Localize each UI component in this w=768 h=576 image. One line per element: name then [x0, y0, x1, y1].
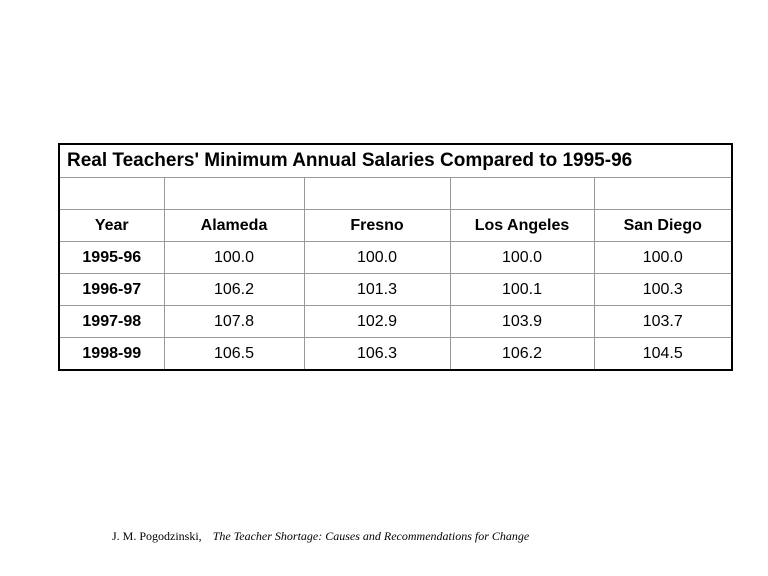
table-cell: 106.3: [303, 337, 451, 371]
table-cell: 106.5: [163, 337, 305, 371]
salary-index-table: Real Teachers' Minimum Annual Salaries C…: [58, 143, 733, 371]
spacer-cell: [163, 177, 305, 210]
table-cell: 100.0: [449, 241, 595, 274]
table-cell: 106.2: [449, 337, 595, 371]
spacer-cell: [303, 177, 451, 210]
spacer-cell: [58, 177, 165, 210]
table-cell: 104.5: [593, 337, 733, 371]
table-title-row: Real Teachers' Minimum Annual Salaries C…: [58, 143, 733, 178]
source-citation: J. M. Pogodzinski, The Teacher Shortage: …: [112, 528, 529, 544]
table-row: 1996-97 106.2 101.3 100.1 100.3: [58, 273, 733, 306]
spacer-cell: [593, 177, 733, 210]
table-cell: 103.7: [593, 305, 733, 338]
citation-work-title: The Teacher Shortage: Causes and Recomme…: [212, 529, 530, 543]
spacer-cell: [449, 177, 595, 210]
table-cell: 100.1: [449, 273, 595, 306]
column-header-fresno: Fresno: [303, 209, 451, 242]
table-title: Real Teachers' Minimum Annual Salaries C…: [58, 143, 733, 178]
year-cell: 1997-98: [58, 305, 165, 338]
citation-author: J. M. Pogodzinski,: [112, 529, 202, 543]
column-header-alameda: Alameda: [163, 209, 305, 242]
table-cell: 107.8: [163, 305, 305, 338]
table-cell: 101.3: [303, 273, 451, 306]
column-header-year: Year: [58, 209, 165, 242]
table-cell: 100.0: [593, 241, 733, 274]
column-header-los-angeles: Los Angeles: [449, 209, 595, 242]
table-cell: 100.0: [163, 241, 305, 274]
table-cell: 102.9: [303, 305, 451, 338]
table-cell: 100.3: [593, 273, 733, 306]
year-cell: 1995-96: [58, 241, 165, 274]
table-row: 1997-98 107.8 102.9 103.9 103.7: [58, 305, 733, 338]
table-cell: 103.9: [449, 305, 595, 338]
table-row: 1995-96 100.0 100.0 100.0 100.0: [58, 241, 733, 274]
table-header-row: Year Alameda Fresno Los Angeles San Dieg…: [58, 209, 733, 242]
table-spacer-row: [58, 177, 733, 210]
column-header-san-diego: San Diego: [593, 209, 733, 242]
table-cell: 106.2: [163, 273, 305, 306]
table-cell: 100.0: [303, 241, 451, 274]
table-row: 1998-99 106.5 106.3 106.2 104.5: [58, 337, 733, 371]
year-cell: 1998-99: [58, 337, 165, 371]
year-cell: 1996-97: [58, 273, 165, 306]
